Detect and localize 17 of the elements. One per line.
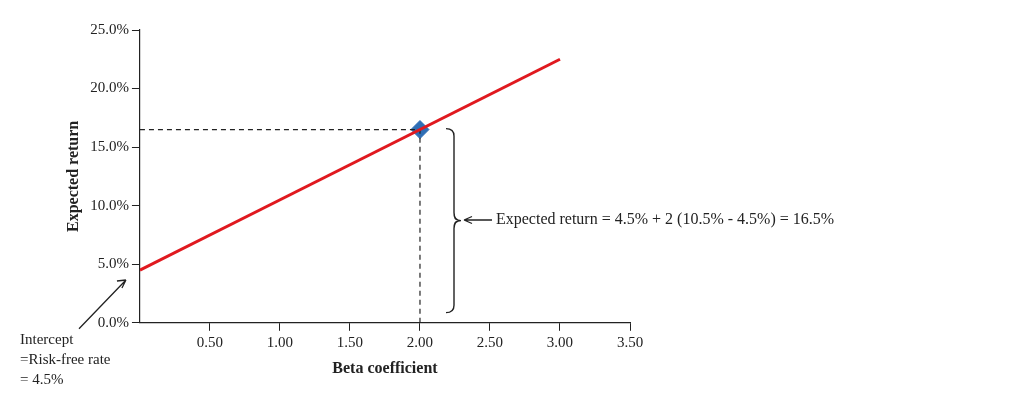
x-tick-label: 1.00 — [266, 333, 294, 350]
y-tick-label: 15.0% — [90, 138, 129, 155]
y-tick-label: 20.0% — [90, 79, 129, 96]
x-tick-label: 2.50 — [476, 333, 504, 350]
y-tick-label: 25.0% — [90, 20, 129, 37]
x-tick-label: 0.50 — [196, 333, 224, 350]
y-tick-label: 5.0% — [97, 255, 129, 272]
x-tick-label: 2.00 — [406, 333, 434, 350]
x-tick-label: 3.50 — [616, 333, 644, 350]
text: Intercept =Risk-free rate = 4.5% — [20, 329, 111, 389]
x-tick-label: 1.50 — [336, 333, 364, 350]
y-tick-label: 10.0% — [90, 196, 129, 213]
x-axis-title: Beta coefficient — [332, 358, 439, 376]
x-tick-label: 3.00 — [546, 333, 574, 350]
y-axis-title: Expected return — [63, 120, 82, 233]
annotation: Expected return = 4.5% + 2 (10.5% - 4.5%) = 16.5% — [495, 210, 835, 229]
y-tick-label: 0.0% — [97, 313, 129, 330]
